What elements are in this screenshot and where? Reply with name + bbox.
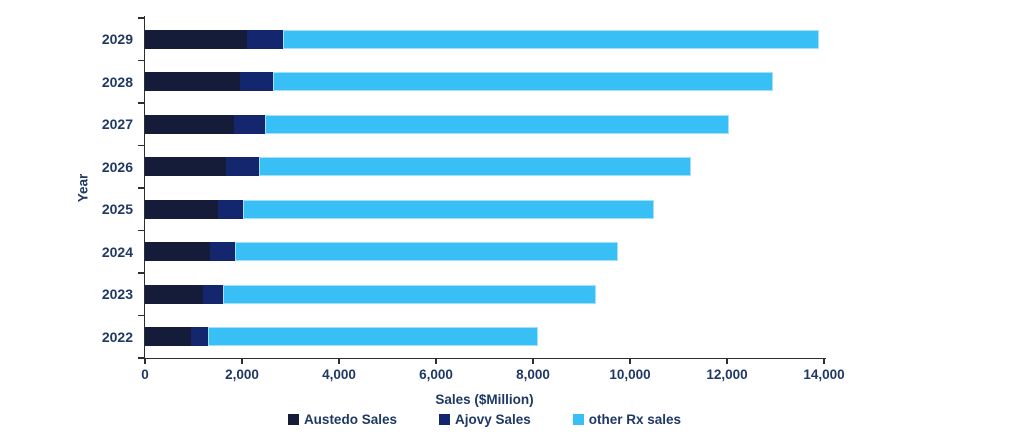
year-label-2022: 2022 (101, 328, 133, 345)
year-label-2023: 2023 (101, 286, 133, 303)
bar-segment-austedo-sales-2024 (145, 242, 211, 261)
year-label-2025: 2025 (101, 201, 133, 218)
x-axis-title: Sales ($Million) (435, 392, 534, 407)
x-tick (726, 359, 728, 364)
bar-segment-ajovy-sales-2025 (217, 199, 244, 219)
x-tick-label-12-000: 12,000 (706, 367, 748, 382)
bar-segment-other-rx-sales-2025 (243, 199, 655, 219)
x-axis-line (140, 357, 826, 359)
x-tick (241, 359, 243, 364)
year-label-2024: 2024 (101, 243, 133, 260)
bar-segment-other-rx-sales-2026 (258, 157, 691, 176)
bar-segment-austedo-sales-2027 (145, 114, 234, 134)
year-label-2027: 2027 (101, 116, 133, 133)
x-tick-label-6-000: 6,000 (419, 367, 453, 382)
x-tick-label-2-000: 2,000 (225, 367, 259, 382)
year-label-2026: 2026 (101, 158, 133, 175)
bar-segment-austedo-sales-2025 (145, 199, 218, 219)
legend-label-other-rx-sales: other Rx sales (588, 412, 682, 427)
x-tick (629, 359, 631, 364)
x-tick-label-14-000: 14,000 (803, 367, 845, 382)
bar-segment-other-rx-sales-2024 (234, 242, 618, 261)
bar-segment-austedo-sales-2029 (145, 29, 247, 49)
x-tick (338, 359, 340, 364)
bar-segment-austedo-sales-2028 (145, 72, 240, 91)
legend-swatch-austedo-sales (287, 414, 299, 425)
y-tick (137, 187, 144, 189)
legend: Austedo Sales Ajovy Sales other Rx sales (145, 412, 824, 427)
bar-segment-ajovy-sales-2028 (239, 72, 274, 91)
plot-area (145, 18, 824, 358)
legend-item-other-rx-sales: other Rx sales (572, 412, 682, 427)
bar-segment-other-rx-sales-2027 (265, 114, 730, 134)
y-tick (137, 59, 144, 61)
y-tick (137, 272, 144, 274)
bar-segment-ajovy-sales-2023 (203, 284, 223, 304)
bar-segment-austedo-sales-2026 (145, 157, 227, 176)
legend-swatch-ajovy-sales (438, 414, 450, 425)
y-tick (137, 314, 144, 316)
bar-segment-ajovy-sales-2026 (226, 157, 259, 176)
bar-segment-other-rx-sales-2028 (273, 72, 774, 91)
legend-item-austedo-sales: Austedo Sales (287, 412, 397, 427)
x-tick (823, 359, 825, 364)
year-label-2028: 2028 (101, 73, 133, 90)
x-tick-label-8-000: 8,000 (516, 367, 550, 382)
y-axis-line (143, 16, 145, 359)
x-tick-label-0: 0 (141, 367, 149, 382)
legend-item-ajovy-sales: Ajovy Sales (438, 412, 531, 427)
legend-label-austedo-sales: Austedo Sales (303, 412, 397, 427)
x-tick (435, 359, 437, 364)
legend-label-ajovy-sales: Ajovy Sales (454, 412, 531, 427)
x-tick-label-4-000: 4,000 (322, 367, 356, 382)
y-axis-title: Year (75, 173, 91, 203)
bar-segment-ajovy-sales-2024 (210, 242, 235, 261)
bar-segment-other-rx-sales-2023 (222, 284, 597, 304)
bar-segment-ajovy-sales-2022 (191, 327, 209, 346)
y-tick (137, 102, 144, 104)
y-tick (137, 17, 144, 19)
bar-segment-austedo-sales-2022 (145, 327, 192, 346)
x-tick-label-10-000: 10,000 (609, 367, 651, 382)
y-tick (137, 229, 144, 231)
bar-segment-austedo-sales-2023 (145, 284, 204, 304)
bar-segment-ajovy-sales-2027 (233, 114, 266, 134)
year-label-2029: 2029 (101, 31, 133, 48)
bar-segment-ajovy-sales-2029 (246, 29, 283, 49)
y-tick (137, 357, 144, 359)
bar-segment-other-rx-sales-2029 (282, 29, 820, 49)
legend-swatch-other-rx-sales (572, 414, 584, 425)
x-tick (144, 359, 146, 364)
y-tick (137, 144, 144, 146)
bar-segment-other-rx-sales-2022 (208, 327, 538, 346)
x-tick (532, 359, 534, 364)
